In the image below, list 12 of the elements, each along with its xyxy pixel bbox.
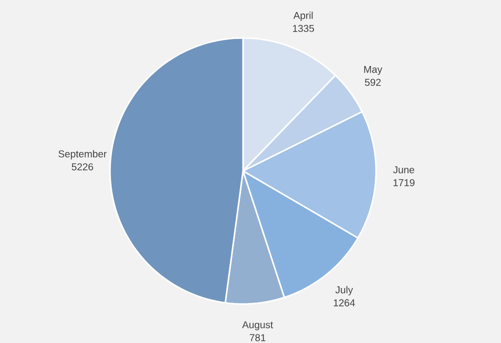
data-label: 5226 <box>72 163 94 170</box>
slice-label: July <box>335 286 353 296</box>
slice-label: September <box>58 150 107 160</box>
data-label: 1264 <box>334 299 355 306</box>
slice-label: May <box>364 66 382 75</box>
slice-label: August <box>242 321 274 330</box>
data-label: 1719 <box>394 179 414 186</box>
slice-label: April <box>293 12 313 21</box>
data-label: 781 <box>250 334 266 342</box>
data-label: 592 <box>364 78 381 86</box>
data-label: 1335 <box>293 24 314 32</box>
slice-label: June <box>393 166 414 174</box>
